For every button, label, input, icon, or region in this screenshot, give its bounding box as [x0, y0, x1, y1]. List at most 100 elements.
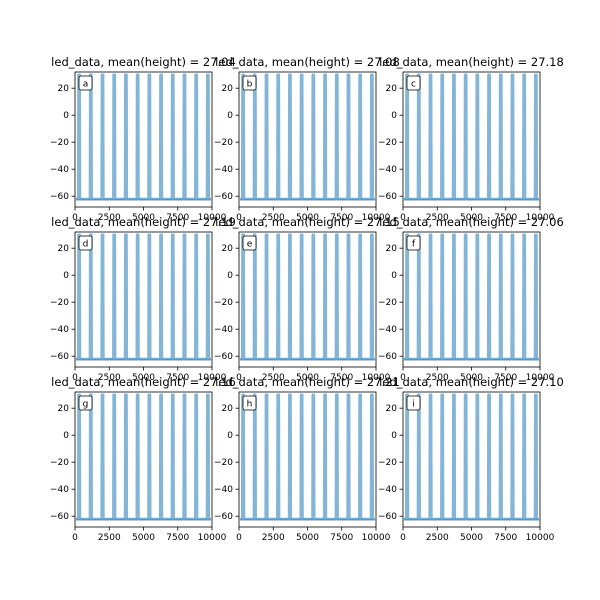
series-path [240, 73, 375, 201]
series-path [240, 233, 375, 361]
x-tick-label: 7500 [166, 533, 189, 543]
x-tick-label: 10000 [198, 213, 227, 223]
subplot-a: led_data, mean(height) = 27.04 0 2500 5000 7… [50, 55, 236, 223]
series-line [76, 73, 211, 201]
x-tick-label: 10000 [526, 533, 555, 543]
x-tick-label: 10000 [362, 213, 391, 223]
x-tick-label: 0 [400, 373, 406, 383]
x-tick-label: 7500 [494, 213, 517, 223]
x-tick-label: 10000 [526, 213, 555, 223]
subplot-title: led_data, mean(height) = 27.16 [51, 375, 236, 389]
y-tick-label: −40 [214, 485, 233, 495]
series-line [240, 393, 375, 521]
series-path [76, 73, 211, 201]
subplot-title: led_data, mean(height) = 27.06 [379, 215, 564, 229]
panel-tag-box [78, 395, 93, 411]
subplot-title: led_data, mean(height) = 27.08 [215, 55, 400, 69]
x-tick-label: 2500 [98, 213, 121, 223]
x-tick-label: 0 [236, 533, 242, 543]
y-tick-label: 20 [222, 404, 234, 414]
panel-tag-box [78, 75, 93, 91]
y-tick-label: 20 [58, 244, 70, 254]
x-tick-label: 0 [236, 373, 242, 383]
subplot-i: led_data, mean(height) = 27.100 2500 5000 7… [378, 375, 564, 543]
y-tick-label: 20 [222, 84, 234, 94]
x-tick-label: 10000 [362, 533, 391, 543]
y-tick-label: −60 [50, 192, 69, 202]
x-tick-label: 2500 [426, 533, 449, 543]
x-tick-label: 2500 [426, 373, 449, 383]
series-line [76, 233, 211, 361]
y-tick-label: 20 [58, 404, 70, 414]
y-tick-label: 0 [63, 111, 69, 121]
panel-tag-box [242, 395, 257, 411]
series-path [76, 233, 211, 361]
y-tick-label: −60 [214, 192, 233, 202]
x-tick-label: 5000 [296, 533, 319, 543]
x-tick-label: 10000 [362, 373, 391, 383]
y-tick-label: 0 [391, 111, 397, 121]
x-tick-label: 5000 [296, 373, 319, 383]
x-tick-label: 2500 [262, 373, 285, 383]
panel-tag-label: i [412, 400, 415, 410]
y-tick-label: −40 [378, 485, 397, 495]
y-tick-label: 0 [63, 431, 69, 441]
y-tick-label: 0 [227, 431, 233, 441]
y-tick-label: 20 [386, 84, 398, 94]
series-path [404, 73, 539, 201]
series-path [404, 393, 539, 521]
series-line [76, 393, 211, 521]
y-tick-label: 0 [63, 271, 69, 281]
panel-tag-label: a [83, 80, 89, 90]
x-tick-label: 7500 [330, 213, 353, 223]
axes-frame [238, 71, 377, 208]
subplot-title: led_data, mean(height) = 27.19 [51, 215, 236, 229]
axes-frame [402, 231, 541, 368]
subplot-title: led_data, mean(height) = 27.15 [215, 215, 400, 229]
x-tick-label: 5000 [132, 373, 155, 383]
x-tick-label: 10000 [198, 373, 227, 383]
series-line [404, 393, 539, 521]
axes-frame [74, 71, 213, 208]
x-tick-label: 5000 [132, 533, 155, 543]
y-tick-label: −40 [378, 165, 397, 175]
subplot-d: led_data, mean(height) = 27.19 0 2500 5000 7… [50, 215, 236, 383]
y-tick-label: −40 [378, 325, 397, 335]
axes-frame [238, 231, 377, 368]
x-tick-label: 0 [400, 213, 406, 223]
x-tick-label: 0 [400, 533, 406, 543]
y-tick-label: −20 [214, 458, 233, 468]
y-tick-label: −60 [50, 352, 69, 362]
x-tick-label: 5000 [132, 213, 155, 223]
subplot-title: led_data, mean(height) = 27.21 [215, 375, 400, 389]
y-tick-label: 20 [386, 244, 398, 254]
x-tick-label: 7500 [166, 373, 189, 383]
y-tick-label: 0 [227, 271, 233, 281]
x-tick-label: 10000 [198, 533, 227, 543]
y-tick-label: 20 [58, 84, 70, 94]
y-tick-label: −40 [214, 325, 233, 335]
y-tick-label: −20 [214, 138, 233, 148]
y-tick-label: −20 [378, 458, 397, 468]
series-line [404, 73, 539, 201]
y-tick-label: −60 [214, 352, 233, 362]
axes-frame [74, 391, 213, 528]
y-tick-label: −60 [378, 192, 397, 202]
x-tick-label: 5000 [460, 373, 483, 383]
panel-tag-label: h [247, 400, 253, 410]
panel-tag-box [406, 75, 421, 91]
x-tick-label: 2500 [426, 213, 449, 223]
x-tick-label: 0 [236, 213, 242, 223]
y-tick-label: −40 [50, 485, 69, 495]
panel-tag-label: c [411, 80, 416, 90]
x-tick-label: 7500 [494, 373, 517, 383]
y-tick-label: −60 [378, 512, 397, 522]
x-tick-label: 2500 [262, 213, 285, 223]
y-tick-label: −40 [214, 165, 233, 175]
series-path [76, 393, 211, 521]
y-tick-label: 0 [391, 271, 397, 281]
subplot-g: led_data, mean(height) = 27.160 2500 5000 7… [50, 375, 236, 543]
y-tick-label: −20 [378, 138, 397, 148]
x-tick-label: 5000 [296, 213, 319, 223]
y-tick-label: −20 [50, 458, 69, 468]
